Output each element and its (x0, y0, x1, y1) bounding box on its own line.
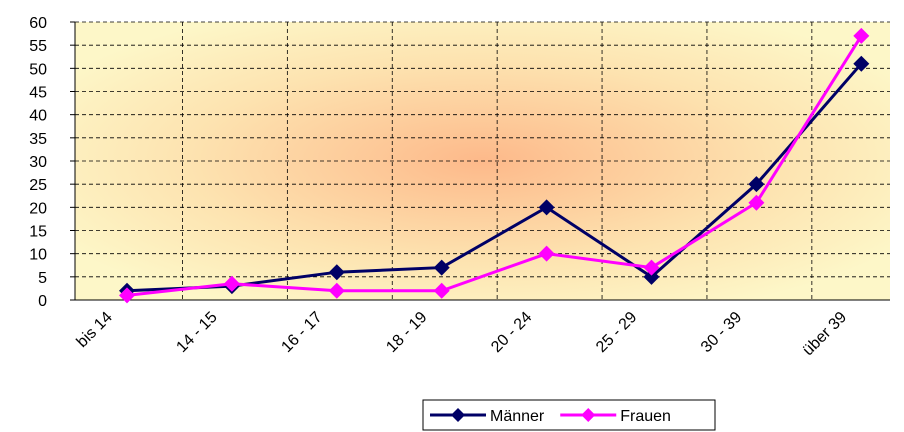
point (643, 259, 660, 276)
point (643, 268, 660, 285)
point (853, 27, 870, 44)
point (328, 282, 345, 299)
x-tick-label: 20 - 24 (488, 309, 535, 356)
y-tick-label: 0 (38, 293, 47, 310)
y-tick-label: 20 (29, 200, 47, 217)
point (748, 194, 765, 211)
y-tick-label: 50 (29, 61, 47, 78)
legend-label: Frauen (620, 408, 671, 425)
y-tick-label: 25 (29, 177, 47, 194)
point (538, 245, 555, 262)
y-tick-label: 5 (38, 270, 47, 287)
y-tick-label: 40 (29, 108, 47, 125)
point (433, 282, 450, 299)
legend-marker (581, 408, 596, 422)
point (433, 259, 450, 276)
point (119, 287, 135, 304)
y-tick-label: 35 (29, 131, 47, 148)
point (328, 264, 345, 281)
x-tick-label: 16 - 17 (278, 309, 325, 356)
legend-marker (451, 408, 465, 422)
y-tick-label: 15 (29, 224, 47, 241)
y-tick-label: 30 (29, 154, 47, 171)
x-tick-label: bis 14 (74, 309, 116, 351)
point (748, 176, 765, 193)
legend-label: Männer (490, 408, 545, 425)
point (223, 275, 240, 292)
point (538, 199, 555, 216)
x-tick-label: 18 - 19 (383, 309, 430, 356)
series-line (126, 35, 863, 297)
x-tick-label: 30 - 39 (698, 309, 745, 356)
y-tick-label: 45 (29, 85, 47, 102)
x-tick-label: 14 - 15 (173, 309, 220, 356)
point (853, 55, 870, 72)
y-tick-label: 10 (29, 247, 47, 264)
x-tick-label: über 39 (800, 309, 850, 359)
y-tick-label: 55 (29, 38, 47, 55)
y-tick-label: 60 (29, 15, 47, 32)
x-tick-label: 25 - 29 (593, 309, 640, 356)
